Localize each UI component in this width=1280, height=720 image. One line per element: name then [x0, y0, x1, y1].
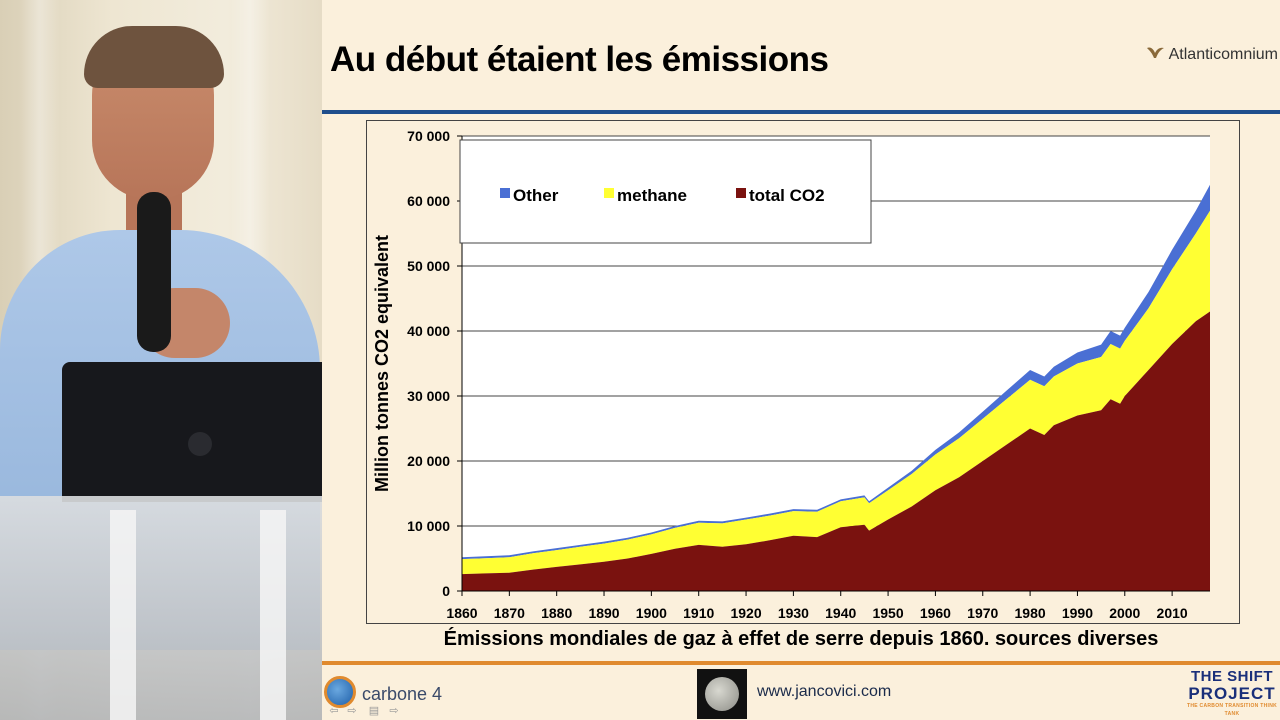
podium-leg [110, 510, 136, 720]
y-tick-label: 50 000 [407, 258, 450, 274]
globe-icon [324, 676, 356, 708]
chart-svg: 0 10 000 20 000 30 000 40 000 50 000 60 000 70 … [366, 120, 1240, 624]
shift-logo-line2: PROJECT [1188, 684, 1276, 703]
y-axis-label: Million tonnes CO2 equivalent [372, 235, 392, 492]
shift-project-logo: THE SHIFT PROJECT THE CARBON TRANSITION … [1186, 668, 1278, 718]
x-tick-label: 1960 [920, 605, 951, 621]
area-methane [462, 210, 1210, 575]
moon-thumbnail [697, 669, 747, 719]
y-tick-label: 0 [442, 583, 450, 599]
nav-forward-icon[interactable]: ⇨ [347, 705, 357, 717]
emissions-chart: 0 10 000 20 000 30 000 40 000 50 000 60 000 70 … [366, 120, 1240, 624]
y-tick-label: 40 000 [407, 323, 450, 339]
y-tick-label: 10 000 [407, 518, 450, 534]
laptop-logo-icon [188, 432, 212, 456]
slide-title: Au début étaient les émissions [330, 40, 829, 79]
podium-leg [260, 510, 286, 720]
legend-box [459, 139, 872, 244]
x-tick-label: 1920 [730, 605, 761, 621]
laptop [62, 362, 322, 502]
shift-logo-tagline: THE CARBON TRANSITION THINK TANK [1186, 703, 1278, 717]
area-other [462, 184, 1210, 560]
x-tick-label: 2010 [1157, 605, 1188, 621]
legend-label: Other [513, 186, 559, 205]
speaker-video [0, 0, 322, 720]
x-tick-label: 1930 [778, 605, 809, 621]
nav-menu-icon[interactable]: ▤ [368, 705, 380, 717]
x-tick-label: 1950 [872, 605, 903, 621]
title-rule [322, 110, 1280, 114]
legend-swatch [736, 188, 746, 198]
x-tick-label: 1970 [967, 605, 998, 621]
x-tick-label: 1990 [1062, 605, 1093, 621]
legend-swatch [604, 188, 614, 198]
brand-name: Atlanticomnium [1168, 46, 1278, 63]
x-tick-label: 1940 [825, 605, 856, 621]
chart-caption: Émissions mondiales de gaz à effet de se… [443, 628, 1159, 650]
brand-logo: Atlanticomnium [1145, 44, 1278, 64]
footer-rule [322, 661, 1280, 665]
x-tick-label: 1860 [446, 605, 477, 621]
y-tick-label: 60 000 [407, 193, 450, 209]
x-tick-label: 1980 [1015, 605, 1046, 621]
area-total-co2 [462, 311, 1210, 591]
microphone [137, 192, 171, 352]
legend-swatch [500, 188, 510, 198]
carbone4-label: carbone 4 [362, 684, 443, 704]
y-tick-label: 20 000 [407, 453, 450, 469]
legend-label: total CO2 [749, 186, 825, 205]
x-tick-label: 1900 [636, 605, 667, 621]
x-tick-label: 1870 [494, 605, 525, 621]
x-tick-label: 1910 [683, 605, 714, 621]
bird-icon [1146, 47, 1164, 58]
y-tick-label: 70 000 [407, 128, 450, 144]
x-tick-label: 1880 [541, 605, 572, 621]
legend-label: methane [617, 186, 687, 205]
x-tick-label: 1890 [588, 605, 619, 621]
x-tick-label: 2000 [1109, 605, 1140, 621]
nav-back-icon[interactable]: ⇦ [329, 705, 339, 717]
y-tick-label: 30 000 [407, 388, 450, 404]
moon-icon [705, 677, 739, 711]
speaker-hair [84, 26, 224, 88]
nav-next-icon[interactable]: ⇨ [389, 705, 399, 717]
website-link[interactable]: www.jancovici.com [757, 683, 892, 700]
shift-logo-line1: THE SHIFT [1191, 668, 1273, 685]
carbone4-logo: carbone 4 ⇦ ⇨ ▤ ⇨ [324, 674, 504, 717]
